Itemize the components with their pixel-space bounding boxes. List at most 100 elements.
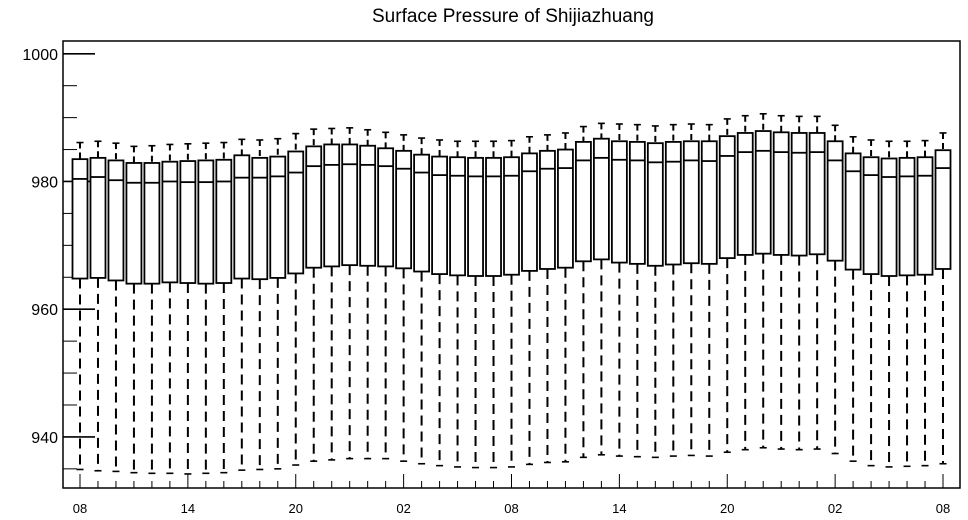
box-36: [718, 118, 736, 454]
box-body: [862, 156, 880, 275]
box-body: [557, 148, 574, 269]
box-4: [143, 144, 161, 475]
box-series: [71, 112, 952, 475]
box-44: [862, 139, 880, 467]
y-tick-label: 940: [31, 430, 58, 447]
box-34: [682, 123, 700, 457]
box-body: [287, 150, 305, 275]
box-body: [179, 160, 197, 284]
box-9: [233, 138, 251, 471]
box-body: [323, 143, 341, 268]
box-body: [89, 156, 107, 279]
box-body: [251, 156, 269, 281]
box-18: [395, 134, 413, 462]
box-31: [628, 123, 646, 458]
box-body: [125, 162, 143, 285]
box-16: [359, 128, 377, 460]
x-tick-label: 20: [720, 501, 734, 516]
box-body: [269, 155, 287, 279]
box-14: [323, 127, 341, 461]
box-body: [467, 156, 484, 277]
box-body: [107, 159, 125, 282]
box-body: [934, 149, 952, 270]
box-3: [125, 145, 143, 474]
box-25: [521, 135, 538, 466]
box-37: [736, 114, 754, 451]
box-8: [215, 141, 233, 474]
box-35: [700, 123, 718, 457]
box-body: [521, 152, 538, 272]
box-39: [772, 114, 790, 450]
box-29: [592, 122, 610, 456]
box-17: [377, 131, 395, 460]
box-30: [610, 123, 628, 457]
box-5: [161, 143, 179, 475]
box-1: [89, 140, 107, 472]
box-body: [503, 156, 520, 276]
box-body: [808, 132, 826, 256]
box-32: [646, 125, 664, 459]
y-tick-label: 1000: [22, 47, 58, 64]
box-body: [539, 149, 556, 270]
box-body: [610, 140, 628, 264]
box-body: [790, 132, 808, 257]
box-body: [898, 156, 916, 277]
box-body: [215, 158, 233, 284]
box-body: [431, 155, 448, 275]
box-42: [826, 124, 844, 455]
box-body: [143, 162, 161, 285]
box-body: [880, 157, 898, 277]
x-axis: 08 14 20 02 08 14 20 02 08: [73, 474, 950, 516]
box-body: [664, 140, 682, 266]
box-body: [682, 140, 700, 265]
box-body: [628, 140, 646, 265]
x-tick-label: 02: [828, 501, 842, 516]
box-body: [341, 143, 359, 267]
box-41: [808, 115, 826, 450]
box-40: [790, 115, 808, 451]
box-43: [844, 135, 862, 462]
x-tick-label: 14: [612, 501, 626, 516]
box-7: [197, 142, 215, 475]
box-11: [269, 137, 287, 470]
box-body: [826, 140, 844, 262]
box-body: [485, 156, 502, 277]
box-body: [161, 160, 179, 284]
box-body: [736, 132, 754, 256]
box-2: [107, 142, 125, 473]
box-body: [844, 152, 862, 271]
box-10: [251, 139, 269, 471]
box-body: [305, 145, 323, 269]
box-body: [71, 158, 89, 280]
box-body: [413, 153, 431, 273]
box-15: [341, 127, 359, 460]
box-body: [592, 137, 610, 261]
box-body: [754, 130, 772, 255]
box-body: [395, 149, 413, 270]
y-tick-label: 980: [31, 174, 58, 191]
x-tick-label: 14: [181, 501, 195, 516]
x-tick-label: 02: [396, 501, 410, 516]
y-tick-label: 960: [31, 302, 58, 319]
box-body: [575, 140, 592, 263]
box-body: [772, 131, 790, 256]
box-body: [359, 144, 377, 267]
box-body: [197, 159, 215, 285]
box-body: [718, 135, 736, 260]
box-12: [287, 132, 305, 466]
x-tick-label: 08: [936, 501, 950, 516]
box-13: [305, 128, 323, 462]
box-body: [916, 156, 934, 276]
box-46: [898, 140, 916, 468]
box-38: [754, 112, 772, 449]
box-19: [413, 137, 431, 465]
box-45: [880, 140, 898, 468]
box-26: [539, 134, 556, 464]
box-21: [449, 140, 466, 468]
x-tick-label: 08: [504, 501, 518, 516]
box-6: [179, 143, 197, 475]
box-27: [557, 132, 574, 463]
box-24: [503, 139, 520, 468]
x-tick-label: 20: [289, 501, 303, 516]
